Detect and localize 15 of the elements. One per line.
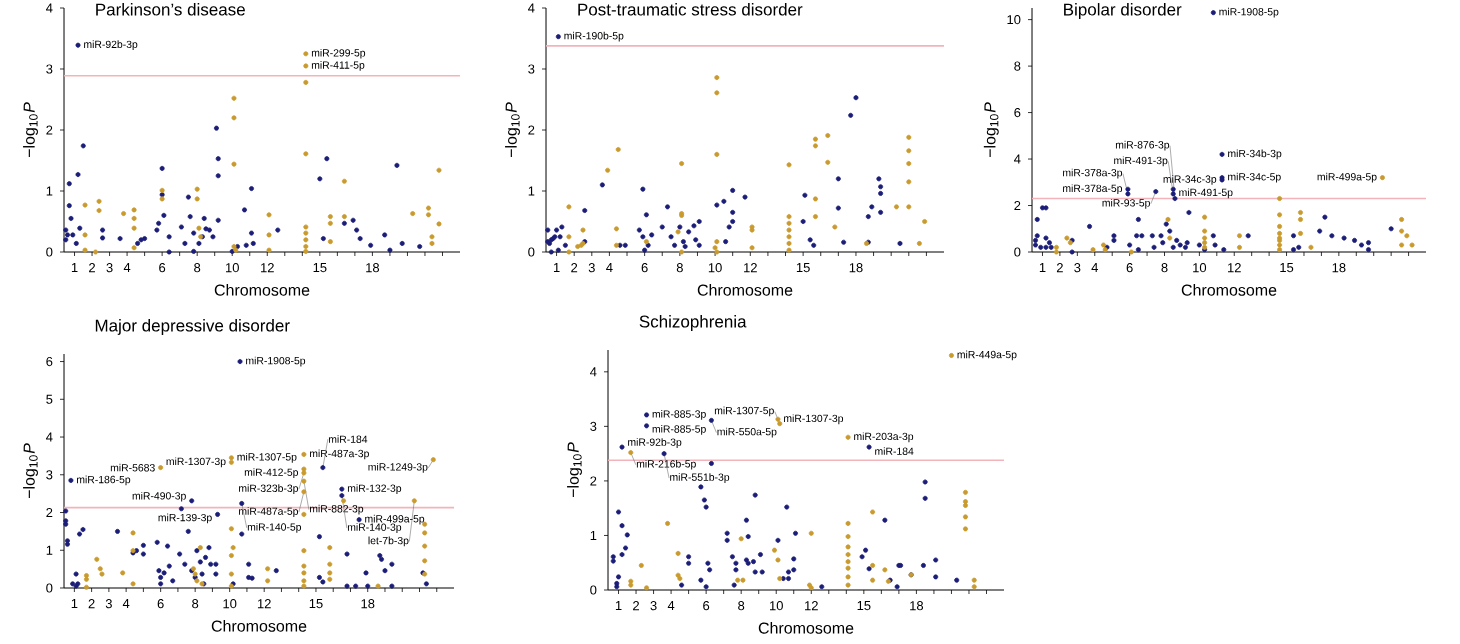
- y-axis-title: −log$_{10}$P: [505, 102, 520, 158]
- x-axis-title: Chromosome: [211, 619, 307, 632]
- y-axis-title: −log$_{10}$P: [983, 102, 999, 158]
- chart-title: Bipolar disorder: [1064, 3, 1182, 19]
- x-axis-title: Chromosome: [1181, 283, 1277, 296]
- x-axis-title: Chromosome: [697, 283, 793, 296]
- y-axis-title: −log$_{10}$P: [23, 102, 38, 158]
- y-axis-title: −log$_{10}$P: [567, 442, 582, 498]
- chart-title: Major depressive disorder: [95, 319, 290, 335]
- chart-title: Schizophrenia: [639, 315, 747, 331]
- x-axis-title: Chromosome: [758, 621, 854, 634]
- x-axis-title: Chromosome: [214, 283, 310, 296]
- chart-title: Parkinson’s disease: [96, 3, 245, 16]
- y-axis-title: −log$_{10}$P: [23, 443, 38, 499]
- chart-title: Post-traumatic stress disorder: [578, 3, 803, 16]
